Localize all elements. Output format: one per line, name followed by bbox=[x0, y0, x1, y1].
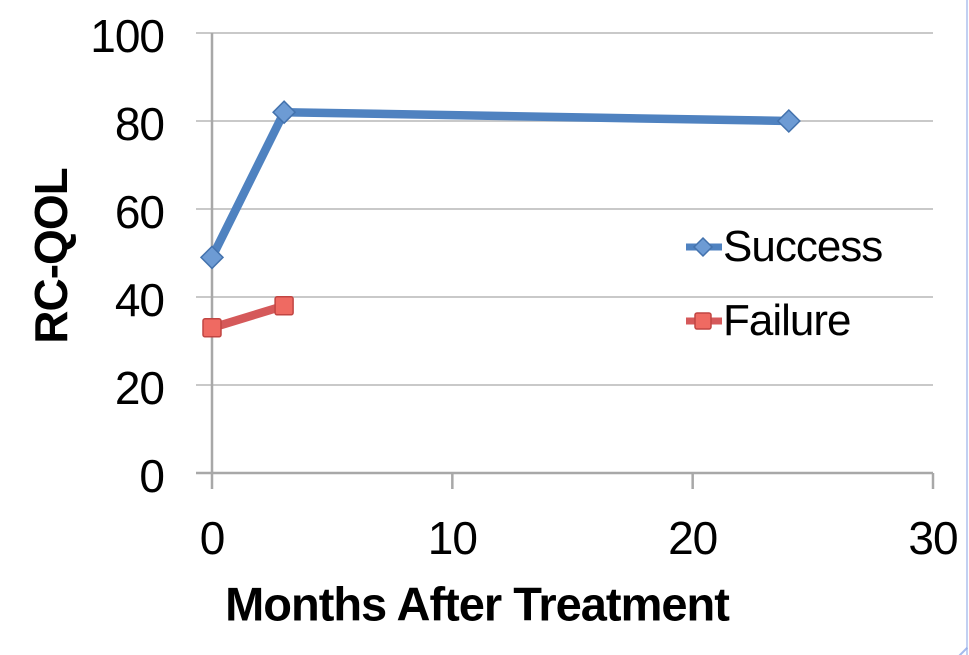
legend: Success Failure bbox=[686, 222, 883, 344]
y-axis-title: RC-QOL bbox=[25, 168, 77, 344]
y-tick-label: 40 bbox=[114, 274, 165, 326]
x-axis-title: Months After Treatment bbox=[225, 577, 730, 631]
x-tick-label: 10 bbox=[427, 512, 478, 564]
x-tick-label: 20 bbox=[668, 512, 718, 564]
x-tick-label: 30 bbox=[908, 512, 958, 564]
x-tick-label: 0 bbox=[199, 512, 226, 564]
selection-edge-line bbox=[966, 0, 968, 655]
success-series-marker-icon bbox=[686, 236, 722, 258]
legend-label-success: Success bbox=[723, 222, 883, 271]
failure-series-marker-icon bbox=[686, 312, 722, 330]
legend-item-failure: Failure bbox=[686, 298, 882, 344]
y-tick-label: 100 bbox=[90, 10, 165, 62]
y-tick-label: 0 bbox=[139, 450, 165, 502]
legend-label-failure: Failure bbox=[723, 296, 851, 345]
y-tick-label: 20 bbox=[114, 362, 165, 414]
legend-item-success: Success bbox=[686, 222, 883, 271]
y-tick-label: 60 bbox=[114, 186, 165, 238]
y-tick-label: 80 bbox=[114, 98, 165, 150]
